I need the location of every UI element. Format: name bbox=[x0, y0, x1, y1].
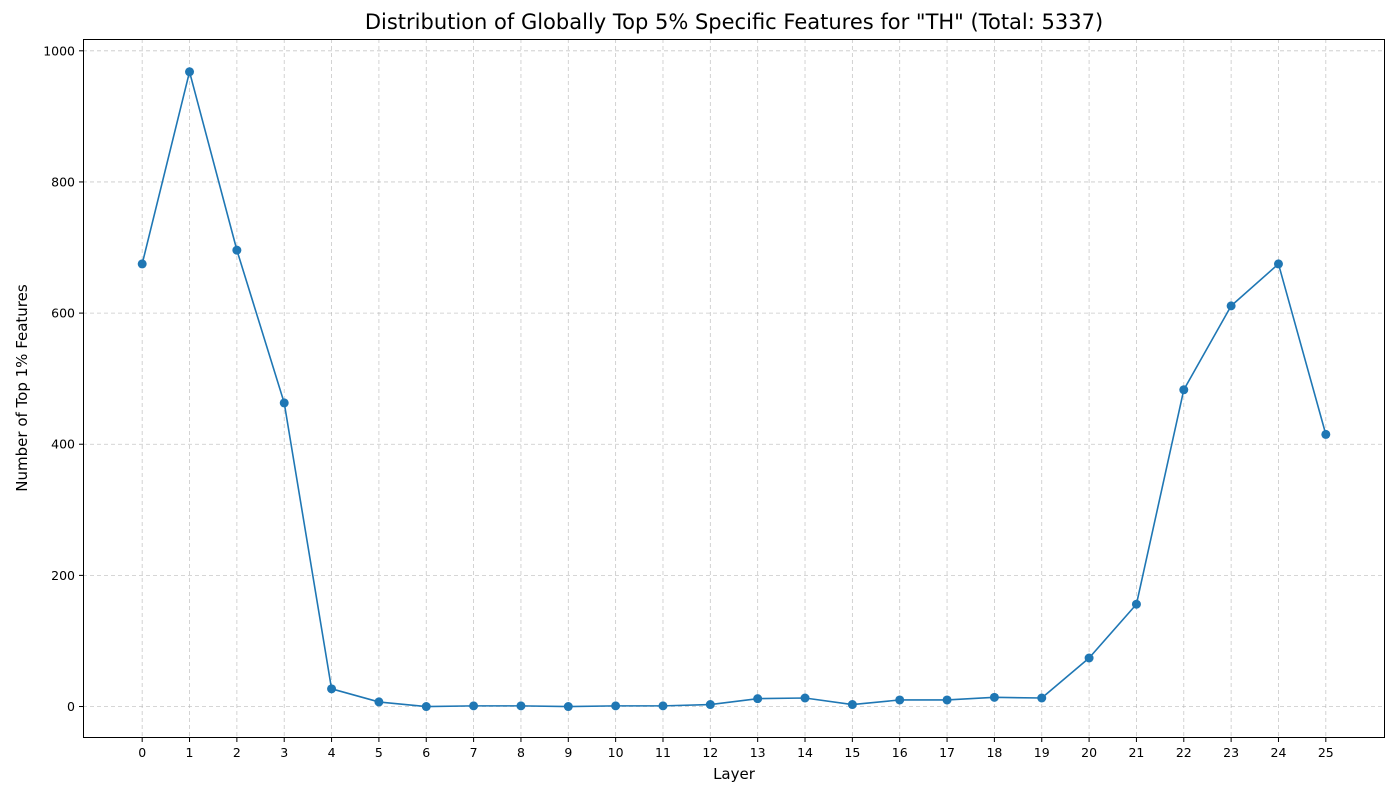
x-tick-label: 3 bbox=[280, 745, 288, 760]
y-tick-label: 0 bbox=[67, 699, 75, 714]
chart-title: Distribution of Globally Top 5% Specific… bbox=[364, 10, 1104, 34]
x-axis-label: Layer bbox=[713, 765, 755, 783]
y-tick-label: 400 bbox=[51, 437, 75, 452]
data-point bbox=[421, 702, 431, 712]
x-tick-label: 19 bbox=[1034, 745, 1050, 760]
data-point bbox=[1084, 653, 1094, 663]
x-tick-label: 10 bbox=[608, 745, 624, 760]
data-point bbox=[1131, 599, 1141, 609]
x-tick-label: 17 bbox=[939, 745, 955, 760]
data-point bbox=[658, 701, 668, 711]
data-point bbox=[705, 700, 715, 710]
series-layer bbox=[137, 67, 1331, 712]
data-point bbox=[847, 700, 857, 710]
data-point bbox=[232, 245, 242, 255]
x-tick-label: 18 bbox=[986, 745, 1002, 760]
data-point bbox=[611, 701, 621, 711]
x-tick-label: 22 bbox=[1176, 745, 1192, 760]
grid-layer bbox=[83, 39, 1385, 738]
x-tick-label: 15 bbox=[844, 745, 860, 760]
x-tick-label: 8 bbox=[517, 745, 525, 760]
data-point bbox=[185, 67, 195, 77]
data-point bbox=[942, 695, 952, 705]
y-tick-label: 800 bbox=[51, 174, 75, 189]
data-point bbox=[1321, 429, 1331, 439]
data-point bbox=[374, 697, 384, 707]
data-point bbox=[1226, 301, 1236, 311]
data-point bbox=[1273, 259, 1283, 269]
data-point bbox=[563, 702, 573, 712]
x-tick-label: 25 bbox=[1318, 745, 1334, 760]
y-tick-label: 600 bbox=[51, 306, 75, 321]
data-point bbox=[279, 398, 289, 408]
x-tick-label: 0 bbox=[138, 745, 146, 760]
x-tick-label: 13 bbox=[750, 745, 766, 760]
data-point bbox=[989, 692, 999, 702]
x-tick-label: 2 bbox=[233, 745, 241, 760]
x-tick-label: 16 bbox=[892, 745, 908, 760]
x-tick-label: 5 bbox=[375, 745, 383, 760]
y-tick-label: 1000 bbox=[43, 43, 75, 58]
data-point bbox=[327, 684, 337, 694]
x-tick-label: 24 bbox=[1271, 745, 1287, 760]
x-tick-label: 12 bbox=[702, 745, 718, 760]
x-tick-label: 23 bbox=[1223, 745, 1239, 760]
x-tick-label: 9 bbox=[564, 745, 572, 760]
x-tick-label: 14 bbox=[797, 745, 813, 760]
x-tick-label: 11 bbox=[655, 745, 671, 760]
plot-frame bbox=[83, 39, 1385, 738]
x-tick-label: 1 bbox=[186, 745, 194, 760]
x-tick-label: 21 bbox=[1128, 745, 1144, 760]
data-point bbox=[895, 695, 905, 705]
data-point bbox=[137, 259, 147, 269]
y-tick-label: 200 bbox=[51, 568, 75, 583]
x-tick-label: 6 bbox=[422, 745, 430, 760]
x-tick-label: 4 bbox=[328, 745, 336, 760]
data-point bbox=[1037, 693, 1047, 703]
tick-layer: 0 1 2 3 4 5 6 7 8 9 10 11 12 13 14 15 16 17 18 19 20 21 22 23 24… bbox=[43, 43, 1334, 760]
x-tick-label: 20 bbox=[1081, 745, 1097, 760]
x-tick-label: 7 bbox=[470, 745, 478, 760]
data-point bbox=[753, 694, 763, 704]
data-point bbox=[469, 701, 479, 711]
data-point bbox=[516, 701, 526, 711]
data-point bbox=[800, 693, 810, 703]
series-line bbox=[141, 70, 1327, 708]
data-point bbox=[1179, 385, 1189, 395]
